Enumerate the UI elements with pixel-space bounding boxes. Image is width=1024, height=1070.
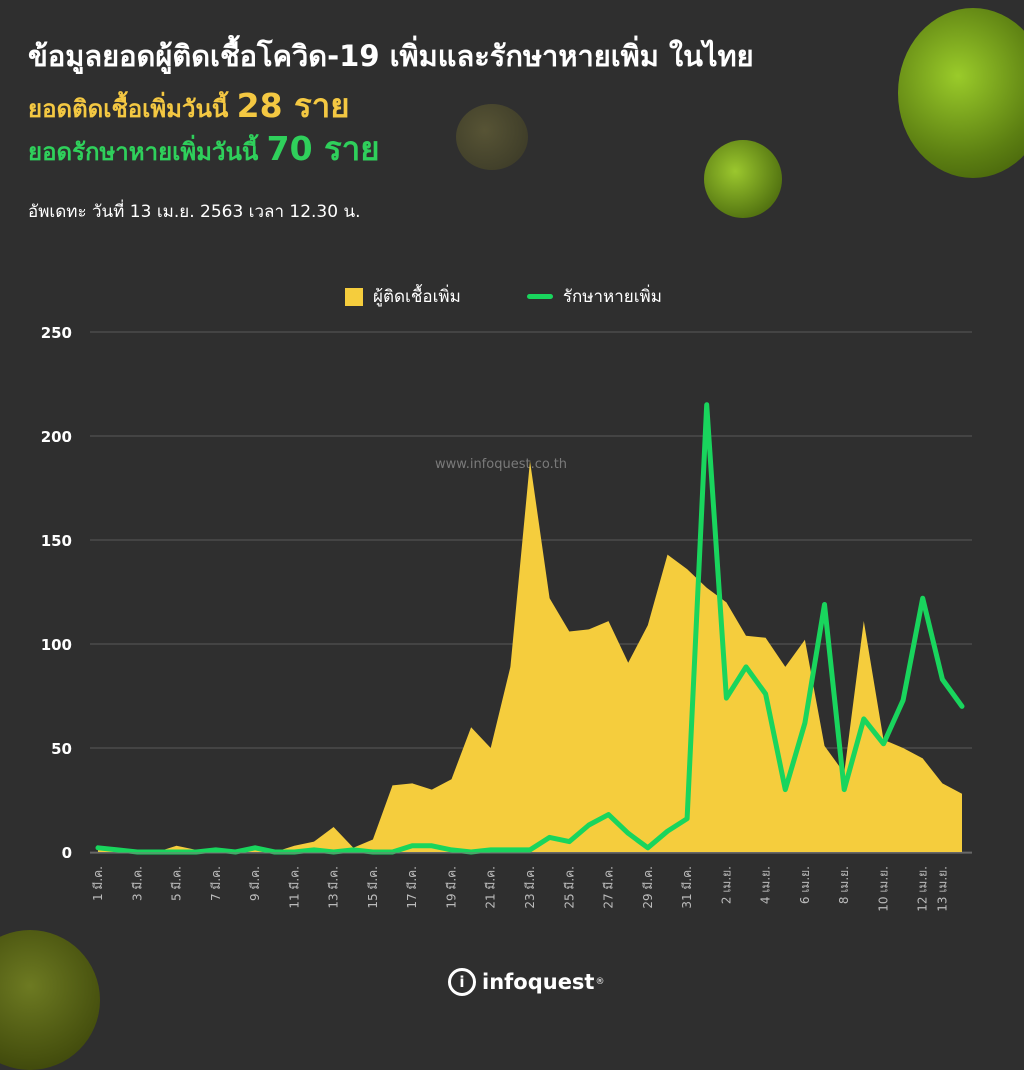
x-tick-label: 25 มี.ค. [562,866,576,909]
x-tick-label: 21 มี.ค. [484,866,498,909]
chart: 250 200 150 100 50 0 1 มี.ค. 3 มี.ค. 5 มี.ค. 7 มี… [0,0,1024,1024]
x-tick-label: 10 เม.ย. [877,866,891,912]
y-tick-label: 250 [41,324,72,342]
x-tick-label: 6 เม.ย. [798,866,812,904]
y-tick-label: 150 [41,532,72,550]
x-tick-label: 7 มี.ค. [209,866,223,901]
y-tick-label: 50 [51,740,72,758]
x-tick-label: 8 เม.ย. [837,866,851,904]
x-tick-label: 12 เม.ย. [916,866,930,912]
logo-i-icon: i [448,968,476,996]
y-tick-label: 100 [41,636,72,654]
x-tick-label: 23 มี.ค. [523,866,537,909]
infoquest-logo: i infoquest ® [448,968,604,996]
y-tick-label: 200 [41,428,72,446]
x-tick-label: 13 เม.ย. [935,866,949,912]
logo-text: infoquest [482,970,594,994]
x-tick-label: 2 เม.ย. [719,866,733,904]
x-tick-label: 3 มี.ค. [130,866,144,901]
x-tick-label: 15 มี.ค. [366,866,380,909]
x-tick-label: 27 มี.ค. [602,866,616,909]
x-tick-label: 4 เม.ย. [759,866,773,904]
x-tick-label: 5 มี.ค. [170,866,184,901]
y-tick-label: 0 [62,844,72,862]
x-tick-label: 11 มี.ค. [287,866,301,909]
x-tick-label: 13 มี.ค. [327,866,341,909]
x-tick-label: 1 มี.ค. [91,866,105,901]
logo-registered-mark: ® [595,977,604,987]
x-tick-label: 19 มี.ค. [445,866,459,909]
x-tick-label: 17 มี.ค. [405,866,419,909]
x-tick-label: 29 มี.ค. [641,866,655,909]
x-tick-label: 31 มี.ค. [680,866,694,909]
x-tick-label: 9 มี.ค. [248,866,262,901]
